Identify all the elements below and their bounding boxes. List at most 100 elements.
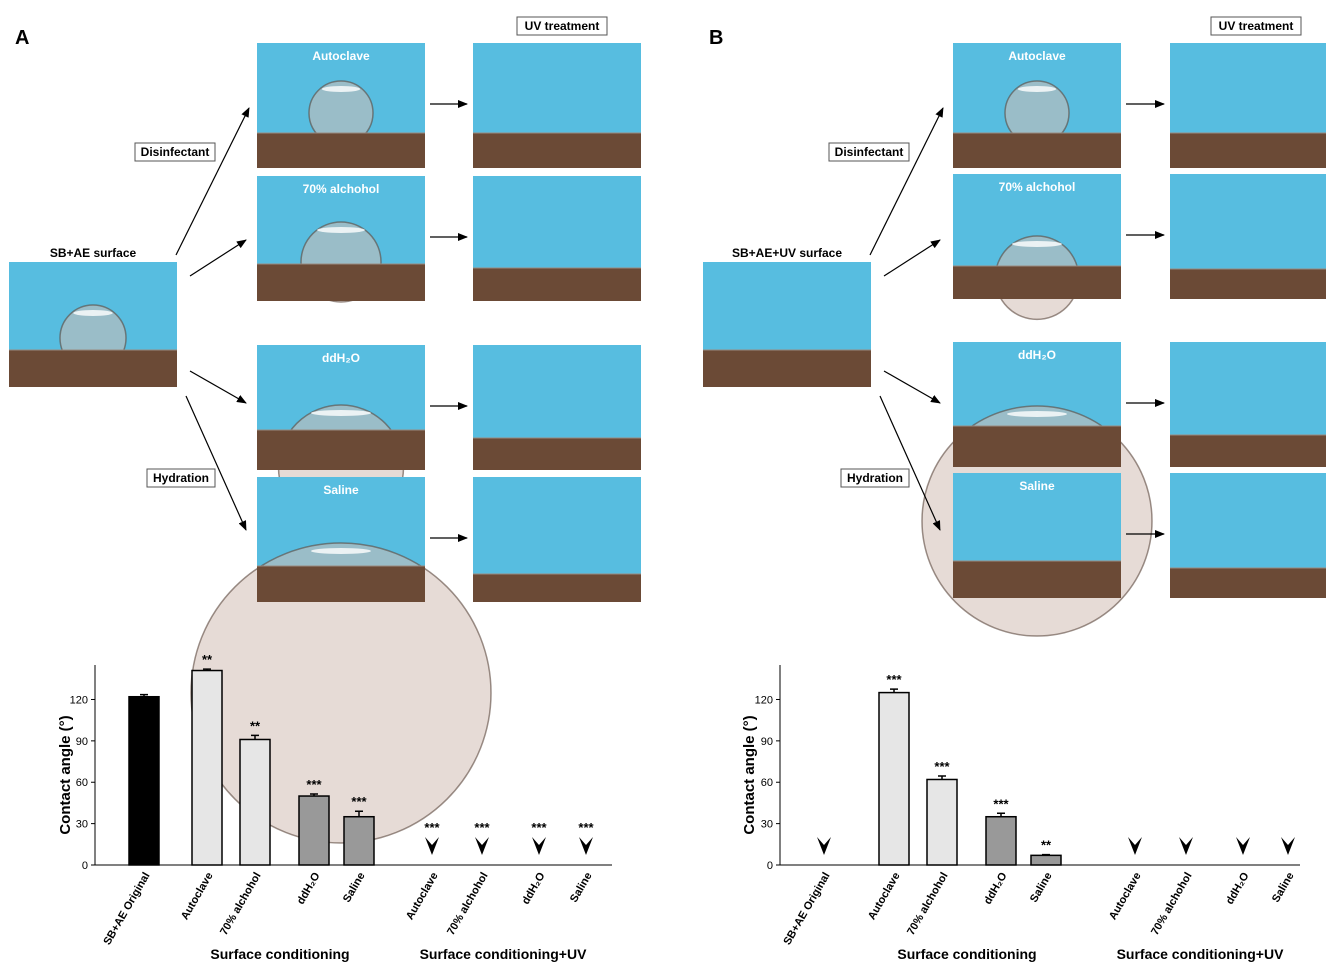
error-bar [938, 775, 946, 780]
x-tick-label: ddH₂O [520, 870, 548, 907]
photo-ground [1170, 568, 1326, 598]
photo: Autoclave [953, 43, 1121, 168]
photo [473, 176, 641, 301]
y-tick-label: 60 [76, 777, 88, 789]
bar [128, 695, 160, 866]
error-bar [1042, 853, 1050, 856]
photo [473, 345, 641, 470]
arrow [175, 107, 250, 256]
y-tick-label: 0 [767, 860, 773, 872]
label-box [840, 468, 910, 488]
bar [239, 738, 271, 866]
group-label: Surface conditioning [897, 946, 1036, 962]
droplet-highlight [1017, 86, 1057, 92]
significance: *** [531, 820, 547, 835]
arrow [185, 395, 247, 531]
significance: *** [306, 777, 322, 792]
photo-ground [1170, 435, 1326, 467]
x-tick-label: SB+AE Original [781, 871, 832, 948]
droplet-highlight [311, 410, 371, 416]
photo: Saline [953, 473, 1121, 598]
x-tick-label: Autoclave [866, 871, 903, 923]
error-bar [997, 812, 1005, 817]
photo-ground [1170, 269, 1326, 299]
photo [1170, 43, 1326, 168]
arrow [189, 370, 247, 404]
error-bar [203, 668, 211, 671]
x-tick-label: ddH₂O [295, 870, 323, 907]
bar [985, 815, 1017, 866]
significance: *** [351, 794, 367, 809]
source-label: SB+AE surface [50, 246, 137, 260]
error-bar [890, 688, 898, 693]
arrow [883, 370, 941, 404]
photo [1170, 342, 1326, 467]
zero-marker [579, 837, 593, 855]
photo-title: Saline [323, 483, 359, 497]
y-tick-label: 0 [82, 860, 88, 872]
zero-marker [1179, 837, 1193, 855]
x-tick-label: Autoclave [179, 871, 216, 923]
photo-ground [473, 133, 641, 168]
droplet-highlight [311, 548, 371, 554]
photo [9, 262, 177, 387]
significance: *** [424, 820, 440, 835]
photo-title: Autoclave [312, 49, 370, 63]
photo-ground [1170, 133, 1326, 168]
significance: ** [250, 718, 261, 733]
label-box [1210, 16, 1302, 36]
x-tick-label: Saline [341, 871, 368, 905]
x-tick-label: 70% alchohol [905, 871, 951, 938]
box-label: Hydration [153, 471, 209, 485]
source-label: SB+AE+UV surface [732, 246, 842, 260]
photo [473, 43, 641, 168]
bar [343, 815, 375, 866]
photo-title: ddH₂O [322, 351, 360, 365]
photo-title: Saline [1019, 479, 1055, 493]
panel-letter: B [709, 27, 723, 49]
panel-letter: A [15, 27, 29, 49]
photo-ground [9, 350, 177, 387]
significance: *** [886, 672, 902, 687]
zero-marker [1128, 837, 1142, 855]
box-label: Hydration [847, 471, 903, 485]
group-label: Surface conditioning+UV [420, 946, 588, 962]
photo: 70% alchohol [953, 174, 1121, 321]
y-axis-label: Contact angle (°) [741, 715, 758, 834]
significance: ** [1041, 838, 1052, 853]
x-tick-label: Autoclave [1107, 871, 1144, 923]
photo-ground [257, 566, 425, 602]
zero-marker [1236, 837, 1250, 855]
arrow [189, 239, 247, 277]
label-box [134, 142, 216, 162]
y-tick-label: 90 [761, 736, 773, 748]
arrow [879, 395, 941, 531]
y-axis-label: Contact angle (°) [57, 715, 74, 834]
significance: *** [474, 820, 490, 835]
droplet-highlight [1007, 411, 1067, 417]
photo [1170, 174, 1326, 299]
x-tick-label: SB+AE Original [101, 871, 152, 948]
photo-title: 70% alchohol [303, 182, 380, 196]
box-label: Disinfectant [141, 145, 210, 159]
droplet-highlight [73, 310, 113, 316]
photo-ground [257, 133, 425, 168]
y-tick-label: 90 [76, 736, 88, 748]
photo-ground [257, 264, 425, 301]
bar [926, 778, 958, 866]
photo-title: 70% alchohol [999, 180, 1076, 194]
zero-marker [475, 837, 489, 855]
photo [703, 262, 871, 387]
zero-marker [817, 837, 831, 855]
photo [1170, 473, 1326, 598]
bar [191, 669, 223, 866]
zero-marker [425, 837, 439, 855]
bar [1030, 854, 1062, 866]
box-label: UV treatment [1219, 19, 1294, 33]
x-tick-label: 70% alchohol [218, 871, 264, 938]
photo-ground [953, 426, 1121, 467]
box-label: Disinfectant [835, 145, 904, 159]
error-bar [310, 793, 318, 797]
label-box [146, 468, 216, 488]
